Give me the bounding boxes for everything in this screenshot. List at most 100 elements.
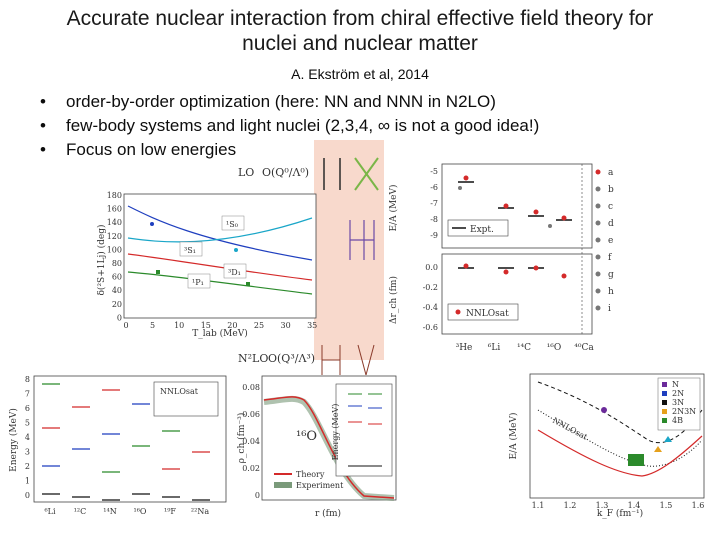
curve-3s1 [127, 205, 313, 261]
y-tick-label: 40 [112, 286, 122, 295]
bullet-item-2: • few-body systems and light nuclei (2,3,… [40, 116, 539, 136]
legend-marker [595, 254, 601, 260]
y-tick-label: 0 [25, 491, 30, 500]
legend-entry: 2N [672, 389, 684, 398]
legend-entry: b [608, 185, 614, 195]
nnlo-label: NNLOsat [466, 309, 509, 319]
y-tick-label: -8 [430, 215, 438, 224]
bullet-item-1: • order-by-order optimization (here: NN a… [40, 92, 496, 112]
y-axis-label: ρ_ch (fm⁻³) [236, 413, 247, 464]
y-axis-label-bottom: Δr_ch (fm) [388, 276, 399, 324]
curve-dot [537, 409, 703, 467]
y-axis-label: δ(²S+1Lj) (deg) [96, 225, 107, 296]
binding-nnlo-legend: NNLOsat [447, 303, 519, 321]
chiral-diagram-panel: LO O(Q⁰/Λ⁰) N²LO O(Q³/Λ³) [238, 157, 379, 376]
n2lo-order: O(Q³/Λ³) [268, 352, 315, 365]
x-axis-label: r (fm) [315, 508, 341, 519]
excitation-spectra-panel: Energy (MeV) 8 7 6 5 4 3 2 1 0 NNLOsat ⁶Li ¹²C ¹⁴N… [8, 375, 227, 516]
y-tick-label: 1 [25, 477, 30, 486]
legend-entry: d [608, 219, 614, 229]
y-tick-labels: 0.08 0.06 0.04 0.02 0 [242, 383, 260, 500]
legend-marker [662, 418, 667, 423]
x-tick-label: 0 [123, 321, 128, 330]
slide-title-line1: Accurate nuclear interaction from chiral… [66, 7, 654, 30]
y-tick-label: 20 [112, 300, 122, 309]
diagram-highlight-band [314, 140, 384, 360]
legend-marker [595, 203, 601, 209]
label-1s0-top: ¹S₀ [226, 220, 238, 229]
nucleus-label: ¹⁶O [547, 343, 562, 353]
y-tick-label: 5 [25, 419, 30, 428]
curve-1p1 [127, 271, 313, 295]
y-tick-label: 4 [25, 433, 30, 442]
y-tick-label: 60 [112, 273, 122, 282]
spectrum-levels [42, 383, 210, 501]
nucleus-axis-labels: ³He ⁶Li ¹⁴C ¹⁶O ⁴⁰Ca [456, 343, 595, 353]
data-point [234, 248, 238, 252]
legend-marker [662, 391, 667, 396]
lo-order: O(Q⁰/Λ⁰) [262, 166, 309, 179]
y-tick-label: 0 [255, 491, 260, 500]
phase-shift-points [150, 222, 250, 286]
y-tick-label: -5 [430, 167, 438, 176]
data-point [150, 222, 154, 226]
y-tick-labels: 8 7 6 5 4 3 2 1 0 [25, 375, 30, 500]
nucleus-label: ¹⁶O [134, 507, 147, 516]
curve-nnlosat [537, 429, 703, 477]
y-axis-label: Energy (MeV) [8, 408, 19, 472]
inset-levels [348, 393, 382, 467]
nucleus-label: ⁶Li [488, 343, 501, 353]
phase-shift-labels: ¹S₀ ³S₁ ³D₁ ¹P₁ [179, 215, 247, 289]
legend-entry: h [608, 287, 614, 297]
lo-label: LO [238, 166, 254, 179]
y-tick-label: -7 [430, 199, 438, 208]
x-tick-label: 1.1 [532, 501, 545, 510]
y-tick-label: 0.08 [242, 383, 260, 392]
y-tick-label: 0 [117, 313, 122, 322]
legend-marker [595, 169, 601, 175]
bullet-text: order-by-order optimization (here: NN an… [66, 92, 496, 111]
nucleus-label: ¹⁴N [103, 507, 116, 516]
legend-marker [595, 288, 601, 294]
binding-energy-panel: E/A (MeV) Δr_ch (fm) -5 -6 -7 -8 -9 0.0 -0.2 -0… [388, 163, 614, 353]
y-tick-label: -0.4 [423, 303, 438, 312]
plot-frame [123, 193, 317, 319]
binding-markers [458, 175, 572, 279]
author-citation: A. Ekström et al, 2014 [291, 66, 429, 82]
nlo-graphs [349, 220, 375, 260]
x-tick-labels: 1.1 1.2 1.3 1.4 1.5 1.6 [532, 501, 705, 510]
legend-entry: N [672, 380, 679, 389]
curve-1s0-teal [127, 217, 313, 243]
y-tick-label: -6 [430, 183, 438, 192]
nucleus-label: ⁴⁰Ca [574, 343, 594, 353]
nucleus-label: ³He [456, 343, 473, 353]
legend-marker [595, 186, 601, 192]
expt-label: Expt. [470, 225, 494, 235]
y-tick-label: 160 [107, 205, 122, 214]
bullet-text: Focus on low energies [66, 140, 237, 159]
curve-dash [537, 381, 703, 444]
nuclear-matter-panel: E/A (MeV) k_F (fm⁻¹) 1.1 1.2 1.3 1.4 1.5 1.6 … [508, 373, 705, 519]
label-3d1: ³D₁ [228, 268, 241, 277]
x-tick-label: 10 [174, 321, 184, 330]
x-tick-label: 30 [281, 321, 291, 330]
label-3s1: ³S₁ [184, 246, 196, 255]
inset-label: NNLOsat [160, 387, 199, 396]
x-tick-label: 25 [254, 321, 264, 330]
y-tick-label: 6 [25, 404, 30, 413]
legend-entry: 4B [672, 416, 683, 425]
legend-theory: Theory [296, 470, 325, 479]
y-axis-label-top: E/A (MeV) [388, 184, 399, 231]
n2lo-label: N²LO [238, 352, 268, 365]
y-tick-label: 8 [25, 375, 30, 384]
legend-entry: a [608, 168, 614, 178]
y-tick-label: -0.2 [423, 283, 438, 292]
y-tick-label: 120 [107, 232, 122, 241]
charge-density-panel: ρ_ch (fm⁻³) r (fm) 0.08 0.06 0.04 0.02 0 ¹⁶O… [236, 375, 397, 519]
phase-shift-plot: δ(²S+1Lj) (deg) T_lab (MeV) 180 160 140 120… [96, 191, 317, 339]
y-tick-label: 140 [107, 218, 122, 227]
label-1p1: ¹P₁ [192, 278, 204, 287]
x-tick-label: 1.5 [660, 501, 673, 510]
n2lo-graphs [321, 344, 375, 376]
